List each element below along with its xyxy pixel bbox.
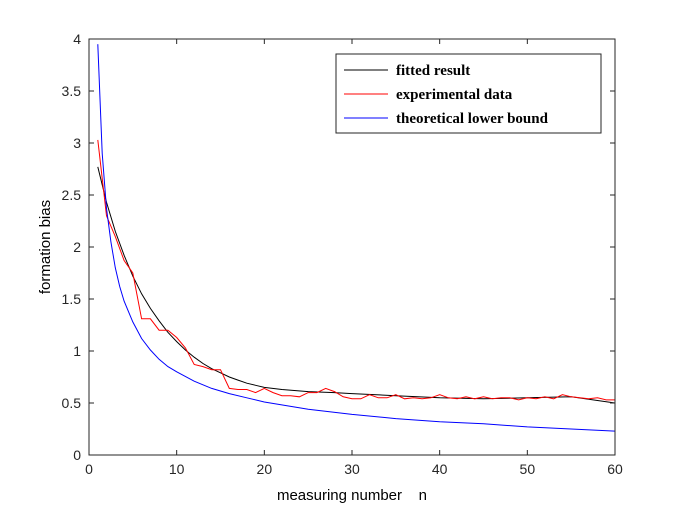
y-axis-label: formation bias	[37, 200, 54, 294]
y-tick-label-0-5: 0.5	[62, 395, 82, 411]
y-tick-label-3-5: 3.5	[62, 83, 82, 99]
legend: fitted result experimental data theoreti…	[335, 53, 602, 134]
y-tick-label-4: 4	[73, 31, 81, 47]
legend-label-theoretical-lower-bound: theoretical lower bound	[396, 111, 549, 127]
x-tick-label-10: 10	[169, 461, 185, 477]
y-tick-label-2-5: 2.5	[62, 187, 82, 203]
legend-label-experimental-data: experimental data	[396, 87, 513, 103]
series-line-theoretical-lower-bound	[97, 44, 616, 432]
y-tick-label-1: 1	[73, 343, 81, 359]
legend-label-fitted-result: fitted result	[396, 63, 470, 79]
x-tick-label-50: 50	[520, 461, 536, 477]
series-line-experimental-data	[97, 139, 615, 401]
x-axis-label: measuring number n	[277, 487, 427, 504]
x-tick-label-40: 40	[432, 461, 448, 477]
tick-layer: 0 10 20 30 40 50 60 0 0.5 1 1.5 2 2.5 3 3.5 4	[62, 31, 623, 477]
x-tick-label-20: 20	[257, 461, 273, 477]
y-tick-label-2: 2	[73, 239, 81, 255]
y-tick-label-3: 3	[73, 135, 81, 151]
y-tick-label-0: 0	[73, 447, 81, 463]
series-layer	[97, 44, 616, 432]
series-line-fitted-result	[97, 166, 616, 404]
x-tick-label-60: 60	[607, 461, 623, 477]
x-tick-label-0: 0	[85, 461, 93, 477]
y-tick-label-1-5: 1.5	[62, 291, 82, 307]
x-tick-label-30: 30	[344, 461, 360, 477]
